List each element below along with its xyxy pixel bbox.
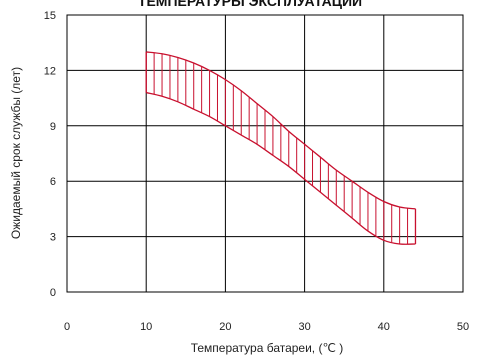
x-tick-label: 30 <box>298 321 310 333</box>
x-tick-label: 20 <box>219 321 231 333</box>
y-tick-label: 12 <box>44 65 56 77</box>
y-tick-label: 3 <box>50 232 56 244</box>
frame-layer <box>66 14 464 293</box>
band-layer <box>145 51 417 245</box>
y-axis-title: Ожидаемый срок службы (лет) <box>9 67 23 239</box>
y-tick-label: 15 <box>44 10 56 22</box>
x-tick-label: 40 <box>378 321 390 333</box>
grid-layer <box>67 15 463 292</box>
y-tick-label: 0 <box>50 287 56 299</box>
chart-title: ТЕМПЕРАТУРЫ ЭКСПЛУАТАЦИИ <box>138 0 362 9</box>
x-tick-label: 0 <box>64 321 70 333</box>
band-lower-curve <box>146 91 416 245</box>
y-tick-label: 9 <box>50 121 56 133</box>
x-tick-label: 50 <box>457 321 469 333</box>
x-axis-title: Температура батареи, (℃ ) <box>191 341 344 355</box>
plot-frame <box>66 14 464 293</box>
band-upper-curve <box>146 51 416 210</box>
x-tick-label: 10 <box>140 321 152 333</box>
tick-layer: 0 10 20 30 40 50 0 3 6 9 12 15 <box>44 10 469 333</box>
y-tick-label: 6 <box>50 176 56 188</box>
